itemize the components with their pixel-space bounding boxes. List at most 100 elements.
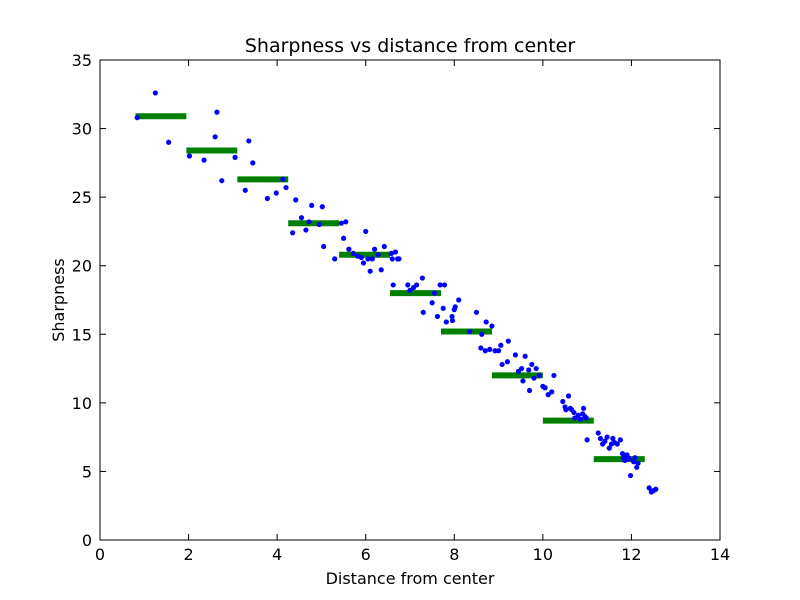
data-point [407,287,413,293]
data-point [533,365,539,372]
y-tick-label: 0 [82,531,92,550]
data-point [520,378,526,384]
data-point [495,348,502,354]
data-point [388,250,394,256]
data-point [346,246,352,252]
data-point [560,398,566,405]
plot-background [100,60,720,540]
data-point [420,309,426,315]
data-point [456,297,462,303]
data-point [646,485,652,491]
data-point [280,176,286,182]
data-point [316,221,322,228]
data-point [390,282,396,288]
data-point [319,204,325,210]
data-point [473,309,480,315]
data-point [309,202,315,208]
data-point [512,352,519,358]
data-point [290,230,296,236]
data-point [369,256,375,262]
y-tick-label: 15 [72,325,92,344]
data-point [440,305,446,311]
data-point [549,389,555,395]
data-point [634,464,640,470]
y-axis: 0 5 10 15 20 25 30 35 [72,51,720,550]
data-point [434,313,441,320]
data-point [531,375,537,381]
data-point [526,367,532,373]
data-point [604,434,610,440]
data-point [519,365,525,372]
points-layer [134,90,659,495]
data-point [572,415,578,421]
data-point [212,134,218,140]
y-tick-label: 20 [72,257,92,276]
data-point [429,300,435,306]
data-point [201,157,207,163]
chart-title: Sharpness vs distance from center [245,35,575,57]
data-point [526,387,533,394]
data-point [577,416,584,422]
data-point [293,197,299,203]
data-point [431,290,437,296]
data-point [441,282,448,288]
data-point [483,319,489,325]
data-point [529,361,535,368]
x-tick-label: 12 [621,545,641,564]
data-point [545,392,551,398]
data-point [467,328,473,335]
y-tick-label: 10 [72,394,92,413]
data-point [522,353,528,359]
y-axis-label: Sharpness [49,258,68,342]
data-point [551,372,557,379]
plot-frame [99,59,721,541]
data-point [419,275,425,281]
data-point [392,249,398,255]
data-point [575,412,581,418]
data-point [375,252,381,258]
data-point [363,228,369,235]
data-point [565,393,572,399]
data-point [632,455,638,461]
data-point [365,256,371,262]
data-point [619,451,626,457]
data-point [340,235,347,241]
data-point [250,160,256,166]
data-point [134,115,140,121]
data-point [152,90,158,96]
data-point [631,459,637,465]
y-tick-label: 5 [82,462,92,481]
y-tick-label: 30 [72,120,92,139]
x-tick-label: 4 [272,545,282,564]
data-point [489,323,495,329]
data-point [571,409,577,416]
x-tick-label: 6 [361,545,371,564]
data-point [482,348,488,354]
data-point [452,304,458,310]
data-point [622,457,628,464]
data-point [606,445,612,451]
data-point [283,184,289,191]
data-point [487,346,493,352]
data-point [584,437,590,443]
data-point [246,138,252,144]
data-point [166,139,172,145]
data-point [563,407,569,413]
data-point [499,361,505,368]
data-point [614,441,620,447]
data-point [338,220,344,226]
data-point [389,256,395,262]
data-point [635,460,641,466]
data-point [597,435,604,442]
data-point [405,282,411,288]
x-axis: 0 2 4 6 8 10 12 14 [95,60,730,564]
data-point [378,267,384,273]
x-tick-label: 8 [449,545,459,564]
data-point [581,405,587,411]
data-point [536,372,542,379]
data-point [478,345,484,351]
data-point [504,359,511,365]
data-point [273,190,279,196]
data-point [505,338,511,344]
